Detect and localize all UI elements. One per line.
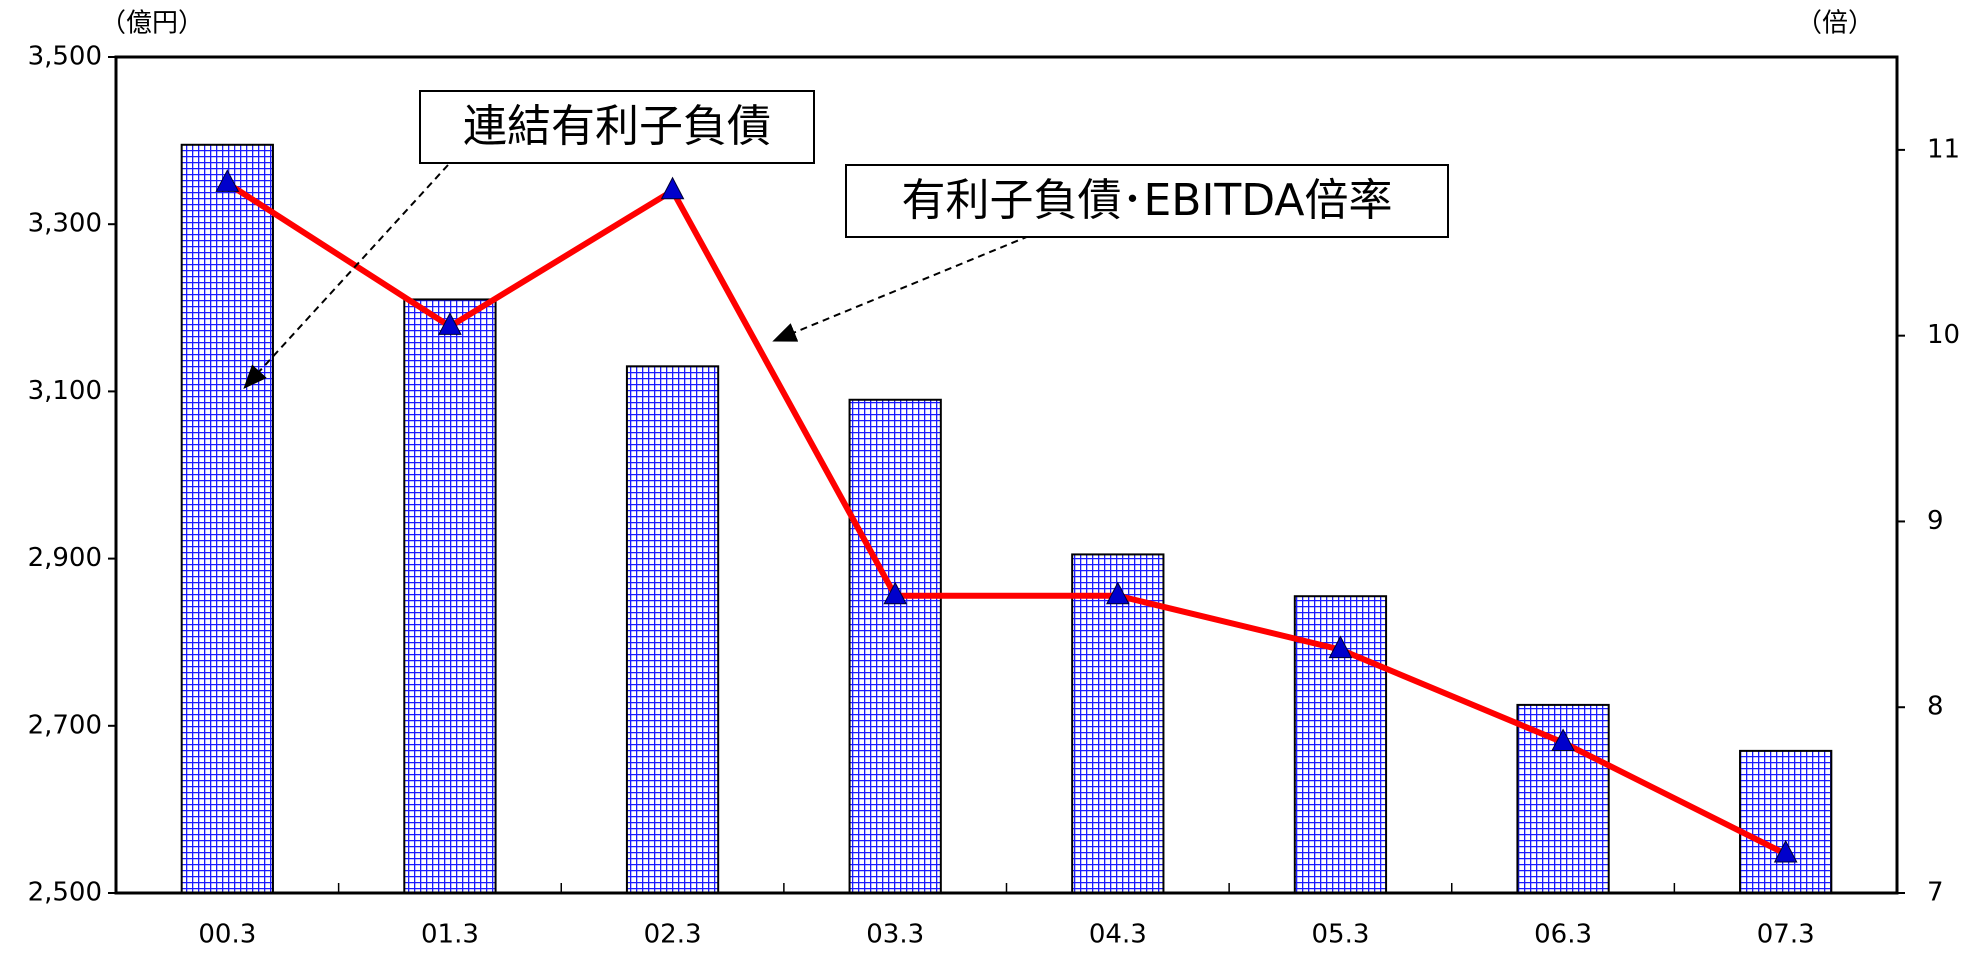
x-tick-label: 01.3 [421, 920, 479, 950]
marker [215, 169, 240, 192]
y-unit: （億円） [100, 9, 204, 39]
y2-tick-label: 9 [1927, 506, 1944, 536]
legend-box [845, 164, 1449, 238]
x-tick-label: 02.3 [644, 920, 702, 950]
y-tick-label: 2,700 [28, 710, 102, 740]
y2-tick-label: 7 [1927, 878, 1944, 908]
x-tick-label: 06.3 [1534, 920, 1592, 950]
y-tick-label: 2,900 [28, 543, 102, 573]
bar [625, 365, 720, 894]
arrow [772, 235, 1030, 342]
x-tick-label: 07.3 [1757, 920, 1815, 950]
y-tick-label: 3,300 [28, 209, 102, 239]
bar [1071, 553, 1165, 894]
legend-label: 連結有利子負債 [463, 101, 771, 152]
x-tick-label: 00.3 [198, 920, 256, 950]
y2-tick-label: 10 [1927, 320, 1960, 350]
plot: 2,500 2,700 2,900 3,100 3,300 3,500 7 8 9 10 11 00.… [28, 42, 1961, 950]
marker [1773, 839, 1798, 863]
x-tick-label: 03.3 [866, 920, 924, 950]
y-tick-label: 3,100 [28, 376, 102, 406]
x-tick-label: 04.3 [1089, 920, 1147, 950]
marker [438, 312, 462, 335]
bar [180, 143, 274, 894]
marker [1551, 728, 1575, 752]
legend-box [419, 90, 815, 164]
y2-unit: （倍） [1796, 9, 1874, 39]
line [225, 180, 1788, 857]
bar [848, 398, 942, 894]
marker [1328, 635, 1353, 659]
x-tick-label: 05.3 [1311, 920, 1369, 950]
y2-tick-label: 8 [1927, 692, 1944, 722]
bar [403, 298, 497, 894]
y-tick-label: 3,500 [28, 42, 102, 72]
marker [660, 176, 685, 200]
legend-label: 有利子負債･EBITDA倍率 [901, 175, 1392, 226]
marker [1105, 581, 1130, 605]
marker [883, 581, 908, 605]
y2-tick-label: 11 [1927, 134, 1960, 164]
y-tick-label: 2,500 [28, 878, 102, 908]
arrow [243, 164, 449, 389]
bar [1739, 749, 1833, 894]
